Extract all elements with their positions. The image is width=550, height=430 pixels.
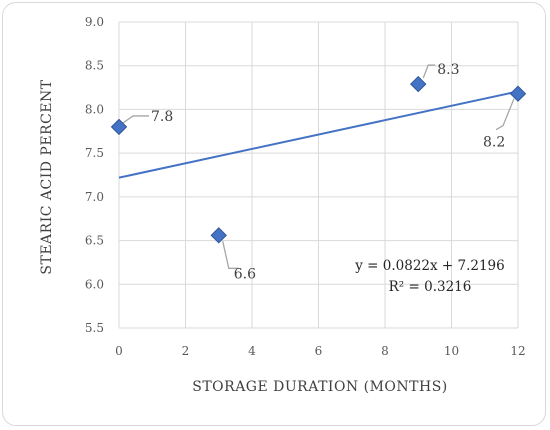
x-axis-title: STORAGE DURATION (MONTHS) — [192, 379, 448, 395]
leader-line-1 — [222, 241, 239, 269]
x-tick-label-4: 8 — [381, 344, 389, 358]
x-tick-labels: 0 2 4 6 8 10 12 — [115, 344, 525, 358]
r-squared: R² = 0.3216 — [389, 279, 472, 295]
data-label-3: 8.2 — [483, 135, 505, 151]
x-tick-label-1: 2 — [182, 344, 190, 358]
y-tick-label-2: 6.5 — [85, 234, 104, 248]
y-tick-label-4: 7.5 — [85, 146, 104, 160]
leader-line-3 — [495, 98, 515, 131]
y-tick-label-1: 6.0 — [85, 277, 104, 291]
label-leader-lines — [122, 64, 515, 269]
x-tick-label-0: 0 — [115, 344, 123, 358]
data-point-3 — [509, 85, 527, 102]
data-points — [110, 75, 527, 244]
y-tick-label-0: 5.5 — [85, 321, 104, 335]
data-label-0: 7.8 — [151, 109, 173, 125]
y-axis-title: STEARIC ACID PERCENT — [39, 79, 55, 274]
data-point-2 — [410, 75, 427, 93]
x-tick-label-5: 10 — [444, 344, 459, 358]
y-tick-label-6: 8.5 — [85, 59, 104, 73]
leader-line-2 — [422, 64, 436, 79]
y-tick-label-5: 8.0 — [85, 102, 104, 116]
chart-frame — [2, 2, 546, 426]
y-tick-labels: 5.5 6.0 6.5 7.0 7.5 8.0 8.5 9.0 — [85, 15, 104, 335]
trendline-equation: y = 0.0822x + 7.2196 — [354, 258, 505, 274]
x-tick-label-6: 12 — [510, 344, 525, 358]
y-tick-label-3: 7.0 — [85, 190, 104, 204]
y-tick-label-7: 9.0 — [85, 15, 104, 29]
data-point-1 — [210, 227, 227, 244]
data-label-1: 6.6 — [234, 266, 256, 282]
gridlines — [118, 21, 519, 329]
trendline — [118, 90, 519, 179]
x-tick-label-2: 4 — [248, 344, 256, 358]
data-point-0 — [110, 118, 128, 136]
x-tick-label-3: 6 — [315, 344, 323, 358]
leader-line-0 — [122, 115, 149, 124]
data-label-2: 8.3 — [437, 62, 459, 78]
data-labels: 7.8 6.6 8.3 8.2 — [151, 62, 505, 282]
